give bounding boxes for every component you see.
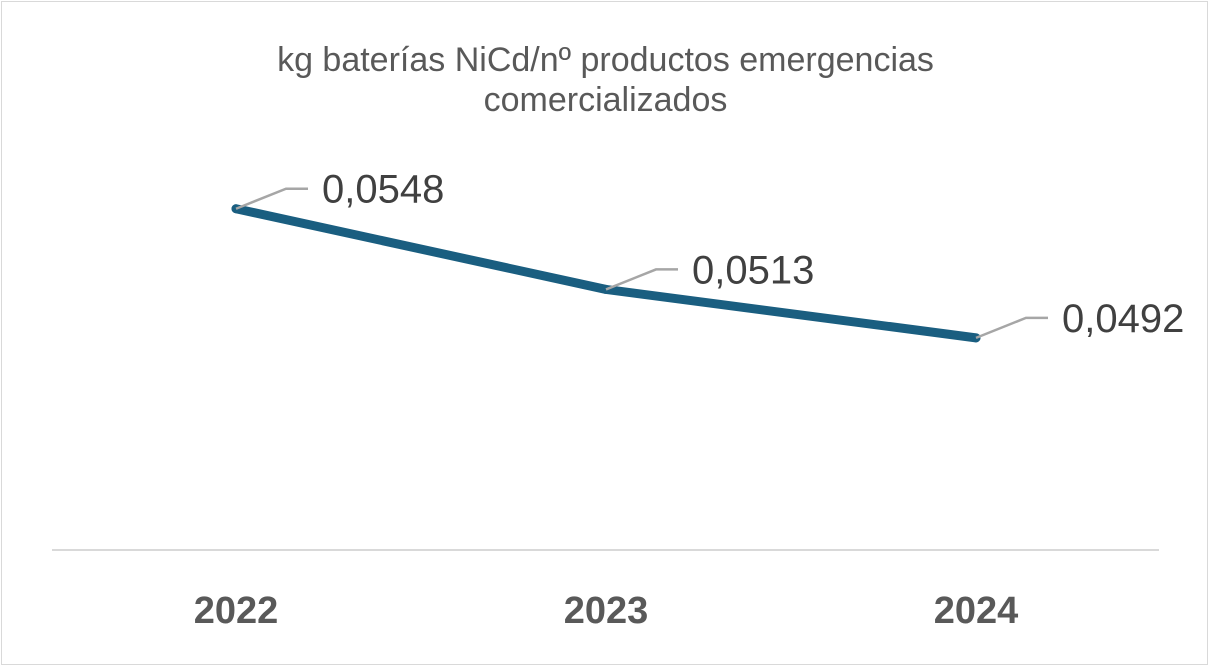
chart-title: kg baterías NiCd/nº productos emergencia… [0,40,1211,120]
leader-line-2023 [605,268,678,291]
x-tick-label-2022: 2022 [194,590,279,632]
leader-line-2022 [235,187,308,210]
series-line [231,204,981,343]
x-tick-label-2023: 2023 [564,590,649,632]
x-tick-label-2024: 2024 [934,590,1019,632]
chart-title-line-2: comercializados [483,81,728,119]
data-label-2022: 0,0548 [322,168,444,212]
data-label-2023: 0,0513 [692,248,814,292]
data-label-2024: 0,0492 [1062,297,1184,341]
chart-title-line-1: kg baterías NiCd/nº productos emergencia… [277,41,934,79]
leader-line-2024 [975,316,1048,340]
